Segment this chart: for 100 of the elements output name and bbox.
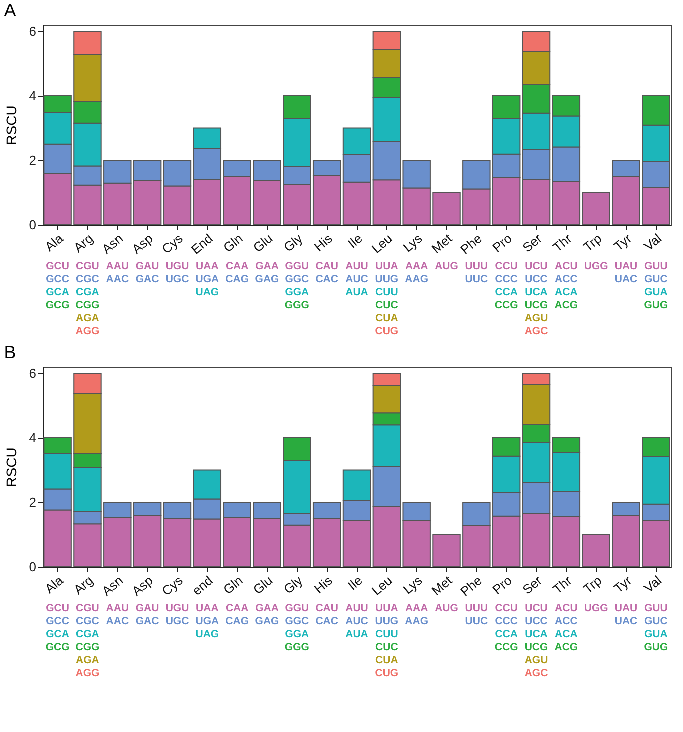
text: GCA (46, 628, 70, 640)
text: AUG (435, 260, 458, 272)
text: GCU (46, 602, 70, 614)
x-tick-label: Asn (99, 230, 126, 257)
text: AGA (76, 312, 100, 324)
text: AAG (405, 274, 429, 286)
x-tick-label: His (311, 230, 336, 255)
text: UUU (465, 602, 488, 614)
text: ACU (555, 602, 578, 614)
text: UAU (614, 602, 638, 614)
x-tick-label: Pro (490, 572, 515, 598)
text: CCA (495, 628, 518, 640)
x-tick-label: Ala (42, 572, 67, 597)
x-tick-label: Lys (400, 230, 426, 256)
text: CCG (494, 642, 518, 654)
text: GGU (285, 260, 310, 272)
text: AGC (524, 668, 549, 680)
text: GUA (644, 628, 668, 640)
text: GAG (255, 274, 280, 286)
text: GGU (285, 602, 310, 614)
x-tick-label: Tyr (611, 572, 636, 596)
y-tick-label: 0 (29, 218, 36, 232)
text: GUU (644, 260, 668, 272)
text: GGA (285, 286, 310, 298)
text: UAA (196, 260, 220, 272)
text: CUU (376, 286, 398, 298)
text: GUA (644, 286, 668, 298)
x-tick-label: Val (641, 230, 665, 254)
text: GCG (46, 300, 70, 312)
text: UCU (525, 260, 548, 272)
x-tick-label: Trp (580, 572, 605, 597)
x-tick-label: Asn (99, 572, 126, 599)
x-tick-label: Gly (280, 230, 306, 255)
x-tick-label: Phe (458, 572, 486, 600)
text: UCC (525, 616, 548, 628)
text: UUU (465, 260, 488, 272)
text: UGU (166, 260, 190, 272)
text: AGU (524, 654, 548, 666)
text: UUC (465, 274, 488, 286)
text: UCG (524, 300, 548, 312)
x-tick-label: Glu (250, 230, 276, 256)
text: GAA (256, 260, 280, 272)
text: GAC (136, 274, 160, 286)
text: AGU (524, 312, 548, 324)
text: UUG (375, 616, 399, 628)
text: GGC (285, 274, 310, 286)
text: CCG (494, 300, 518, 312)
text: CCU (495, 602, 518, 614)
text: ACG (554, 300, 578, 312)
text: GAU (136, 260, 160, 272)
text: CUG (375, 326, 399, 338)
x-tick-label: Arg (70, 230, 96, 256)
text: CCU (495, 260, 518, 272)
x-tick-label: Ile (345, 572, 366, 594)
y-axis-title: RSCU (3, 448, 20, 488)
y-tick-label: 2 (29, 494, 36, 510)
x-tick-label: Gln (220, 572, 246, 598)
y-tick-label: 4 (29, 88, 36, 104)
text: AAU (106, 602, 130, 614)
text: GAA (256, 602, 280, 614)
text: CAA (226, 260, 250, 272)
text: CGC (76, 616, 100, 628)
x-tick-label: end (189, 572, 216, 598)
text: AGG (76, 668, 100, 680)
text: GAG (255, 616, 280, 628)
text: CAC (316, 616, 339, 628)
x-tick-label: Thr (550, 572, 576, 597)
text: GUG (644, 642, 668, 654)
text: GCC (46, 616, 70, 628)
text: GUC (644, 274, 668, 286)
text: CUC (376, 642, 399, 654)
text: CCC (495, 616, 518, 628)
text: AAC (106, 616, 130, 628)
y-tick-label: 4 (29, 430, 36, 446)
x-tick-label: Met (428, 572, 456, 598)
text: UCC (525, 274, 548, 286)
text: ACA (555, 286, 578, 298)
x-tick-label: Met (428, 230, 456, 256)
text: CUG (375, 668, 399, 680)
text: GCU (46, 260, 70, 272)
x-tick-label: Phe (458, 230, 486, 258)
text: UCA (525, 286, 548, 298)
text: AUC (346, 616, 369, 628)
y-tick-label: 6 (29, 24, 36, 39)
x-tick-label: Leu (369, 572, 396, 598)
text: UUA (376, 260, 399, 272)
text: CCC (495, 274, 518, 286)
text: GGG (284, 300, 310, 312)
text: AUC (346, 274, 369, 286)
y-tick-label: 0 (29, 560, 36, 574)
text: AUG (435, 602, 458, 614)
x-tick-label: Glu (250, 572, 276, 598)
text: CAG (226, 274, 249, 286)
text: AGG (76, 326, 100, 338)
text: CGC (76, 274, 100, 286)
text: AUA (346, 286, 369, 298)
text: GAC (136, 616, 160, 628)
text: UGG (584, 602, 608, 614)
text: UAA (196, 602, 220, 614)
text: AAU (106, 260, 130, 272)
